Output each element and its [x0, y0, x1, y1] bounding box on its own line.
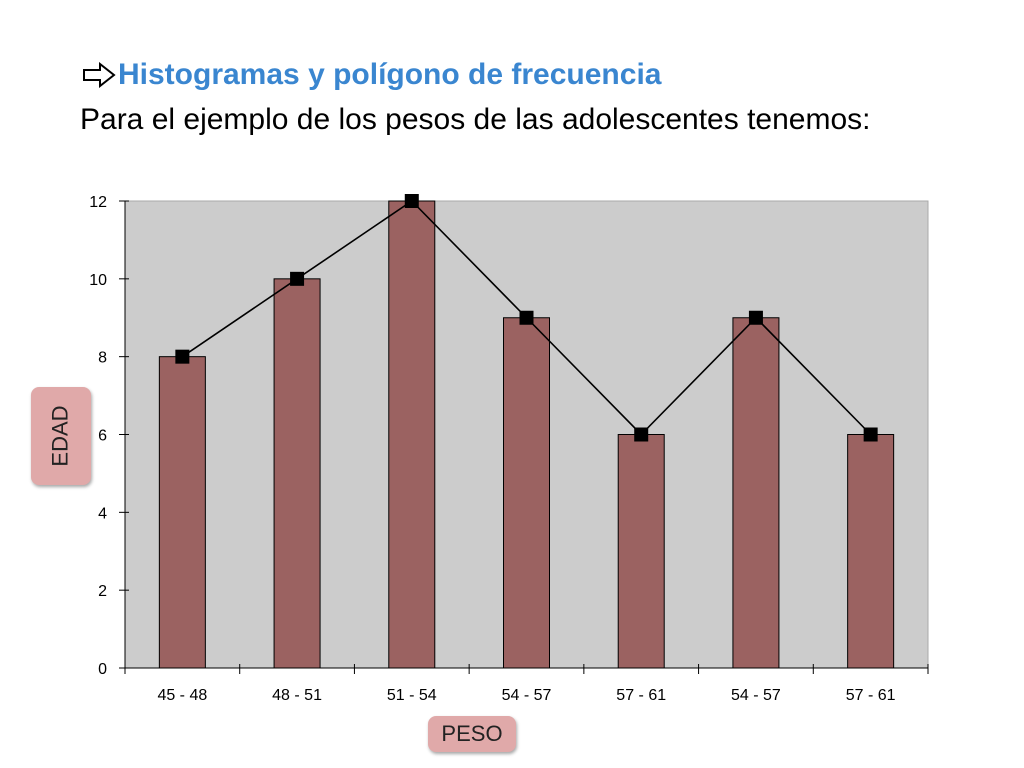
histogram-bar: [732, 317, 780, 669]
slide-title: Histogramas y polígono de frecuencia: [82, 58, 661, 92]
right-arrow-outline-icon: [83, 62, 116, 88]
y-tick-label: 0: [98, 661, 107, 678]
histogram-bar: [158, 356, 206, 669]
polygon-marker: [290, 271, 305, 286]
histogram-bar: [388, 200, 436, 669]
polygon-marker: [404, 194, 419, 208]
x-tick-label: 57 - 61: [846, 687, 896, 704]
title-text: Histogramas y polígono de frecuencia: [118, 58, 662, 91]
y-tick-label: 10: [89, 272, 107, 289]
slide-subtitle: Para el ejemplo de los pesos de las adol…: [80, 103, 871, 136]
polygon-marker: [863, 427, 878, 442]
y-tick-label: 6: [98, 428, 107, 445]
y-axis-label-box: EDAD: [31, 387, 91, 485]
histogram-bar: [617, 434, 665, 669]
histogram-bar: [847, 434, 895, 669]
x-tick-label: 51 - 54: [387, 687, 437, 704]
y-tick-label: 4: [98, 505, 107, 522]
polygon-marker: [175, 349, 190, 364]
y-tick-label: 2: [98, 583, 107, 600]
y-tick-label: 8: [98, 350, 107, 367]
polygon-marker: [748, 310, 763, 325]
x-tick-label: 54 - 57: [502, 687, 552, 704]
polygon-marker: [634, 427, 649, 442]
x-axis-label-box: PESO: [428, 716, 516, 752]
histogram-bar: [273, 278, 321, 669]
x-tick-label: 54 - 57: [731, 687, 781, 704]
y-tick-label: 12: [89, 194, 107, 211]
x-tick-label: 48 - 51: [272, 687, 322, 704]
polygon-marker: [519, 310, 534, 325]
x-tick-label: 57 - 61: [616, 687, 666, 704]
x-tick-label: 45 - 48: [157, 687, 207, 704]
y-axis-label: EDAD: [48, 405, 73, 467]
x-axis-label: PESO: [441, 721, 503, 746]
histogram-bar: [503, 317, 550, 669]
